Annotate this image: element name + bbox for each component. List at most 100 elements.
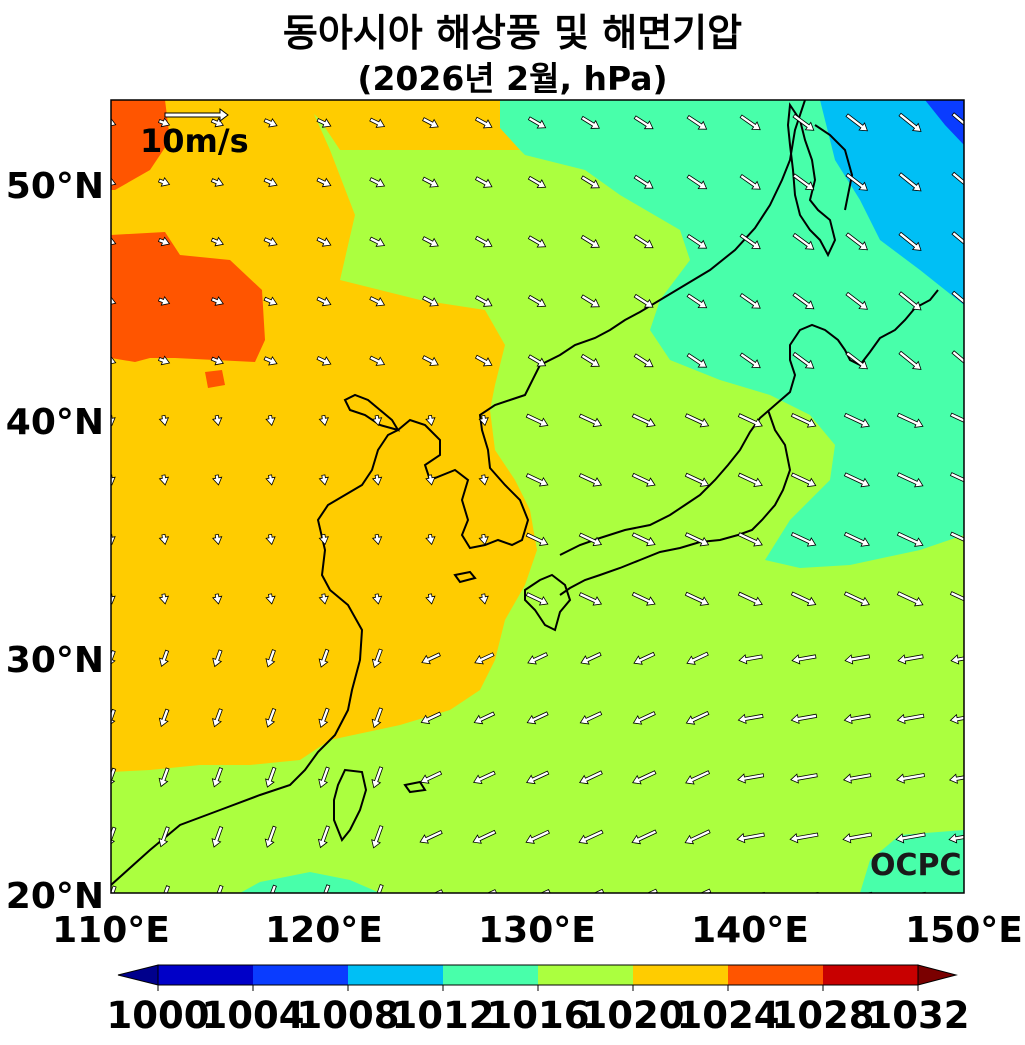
wind-vector-arrow [478, 414, 489, 427]
wind-vector-arrow [369, 296, 386, 307]
wind-vector-arrow [212, 474, 223, 486]
wind-vector-arrow [419, 829, 443, 844]
wind-vector-arrow [211, 767, 224, 788]
wind-vector-arrow [157, 355, 171, 366]
wind-vector-arrow [898, 231, 922, 251]
wind-vector-arrow [951, 171, 964, 186]
wind-vector-arrow [420, 711, 442, 725]
wind-vector-arrow [948, 952, 980, 962]
wind-vector-arrow [848, 891, 873, 893]
wind-vector-arrow [265, 474, 276, 486]
colorbar-over-extension [917, 964, 958, 986]
map-frame [110, 99, 965, 894]
wind-vector-arrow [265, 414, 276, 427]
wind-vector-arrow [212, 944, 224, 967]
wind-vector-arrow [896, 412, 924, 428]
colorbar-level-label: 1020 [582, 994, 685, 1037]
wind-vector-arrow [474, 652, 495, 665]
wind-vector-arrow [737, 713, 764, 725]
wind-vector-arrow [376, 883, 384, 893]
pressure-band-1012-1016-se [860, 830, 964, 893]
wind-scale-arrow [164, 108, 229, 122]
wind-vector-arrow [631, 413, 656, 428]
wind-vector-arrow [789, 952, 820, 962]
wind-vector-arrow [318, 766, 330, 789]
wind-vector-arrow [632, 711, 656, 725]
wind-vector-arrow [896, 713, 925, 725]
wind-vector-arrow [792, 113, 815, 131]
wind-vector-arrow [111, 826, 117, 845]
wind-vector-arrow [474, 176, 493, 188]
colorbar-level-label: 1004 [202, 994, 305, 1037]
wind-vector-arrow [421, 652, 441, 665]
wind-vector-arrow [369, 177, 386, 188]
wind-vector-arrow [631, 591, 656, 606]
wind-vector-arrow [433, 889, 444, 893]
y-tick-label: 20°N [6, 876, 104, 917]
wind-vector-arrow [111, 236, 117, 246]
wind-vector-arrow [210, 355, 224, 366]
wind-vector-arrow [737, 472, 763, 487]
wind-vector-arrow [316, 117, 332, 128]
wind-vector-arrow [684, 829, 711, 845]
wind-vector-arrow [371, 648, 383, 669]
wind-vectors [111, 112, 980, 967]
wind-vector-arrow [633, 651, 656, 665]
wind-vector-arrow [425, 414, 436, 427]
x-tick-label: 140°E [691, 910, 809, 951]
wind-vector-arrow [631, 948, 658, 963]
wind-vector-arrow [527, 294, 547, 308]
wind-vector-arrow [736, 832, 765, 844]
wind-vector-arrow [631, 472, 656, 487]
wind-vector-arrow [158, 767, 170, 788]
wind-vector-arrow [527, 116, 547, 129]
wind-vector-arrow [790, 472, 817, 488]
wind-vector-arrow [318, 707, 330, 729]
wind-vector-arrow [845, 351, 868, 370]
colorbar-level-label: 1024 [677, 994, 780, 1037]
wind-vector-arrow [212, 593, 223, 605]
wind-vector-arrow [371, 474, 383, 486]
wind-vector-arrow [580, 294, 600, 308]
wind-vector-arrow [422, 295, 439, 307]
pressure-band-1020-1024-top [300, 100, 520, 150]
wind-vector-arrow [265, 766, 277, 788]
wind-vector-arrow [158, 414, 170, 427]
colorbar-swatch [538, 965, 633, 985]
wind-vector-arrow [686, 651, 709, 665]
pressure-band-1012-1016 [500, 100, 964, 568]
wind-vector-arrow [158, 826, 170, 848]
x-tick-label: 120°E [265, 910, 383, 951]
colorbar-swatch [728, 965, 823, 985]
wind-vector-arrow [686, 114, 708, 130]
wind-vector-arrow [737, 591, 763, 606]
y-tick-label: 40°N [6, 402, 104, 443]
wind-vector-arrow [633, 115, 654, 130]
wind-vector-arrow [737, 532, 763, 547]
wind-vector-arrow [739, 173, 761, 190]
wind-vector-arrow [371, 414, 383, 427]
wind-vector-arrow [212, 414, 223, 427]
wind-vector-arrow [844, 654, 871, 665]
wind-vector-arrow [739, 352, 761, 369]
wind-vector-arrow [843, 531, 870, 547]
wind-vector-arrow [897, 654, 924, 665]
wind-vector-arrow [738, 654, 763, 665]
wind-vector-arrow [525, 829, 550, 844]
wind-vector-arrow [317, 825, 331, 849]
wind-vector-arrow [739, 233, 761, 250]
wind-vector-arrow [210, 117, 224, 128]
wind-vector-arrow [525, 532, 549, 546]
wind-vector-arrow [898, 291, 922, 311]
colorbar-level-label: 1016 [487, 994, 590, 1037]
wind-vector-arrow [739, 114, 761, 131]
wind-vector-arrow [631, 829, 658, 845]
wind-vector-arrow [951, 290, 964, 305]
wind-vector-arrow [895, 952, 927, 962]
wind-vector-arrow [580, 353, 600, 367]
wind-vector-arrow [158, 474, 170, 486]
pressure-band-1024-1028 [111, 100, 170, 190]
x-tick-label: 130°E [478, 910, 596, 951]
wind-vector-arrow [318, 593, 329, 605]
wind-vector-arrow [845, 291, 868, 310]
